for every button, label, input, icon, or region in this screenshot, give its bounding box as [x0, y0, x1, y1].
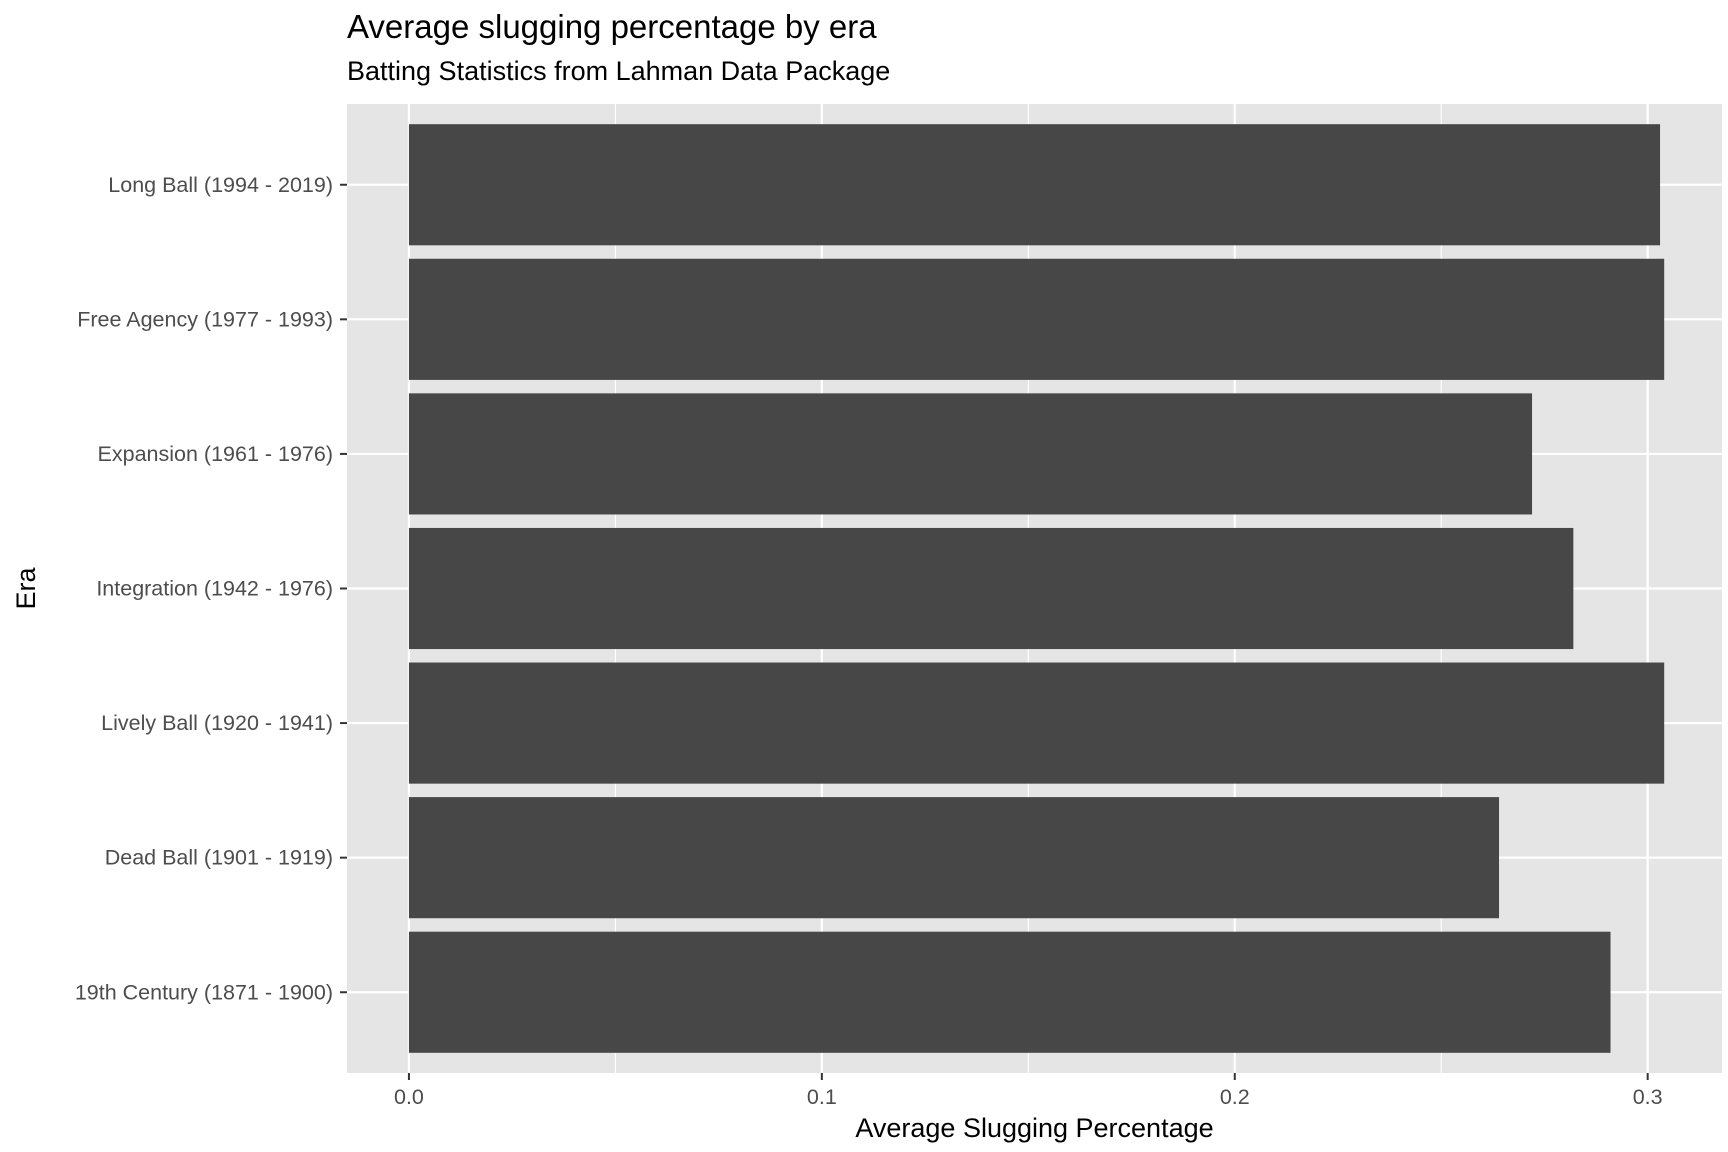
x-tick-label: 0.2	[1220, 1085, 1250, 1109]
y-tick-label: Long Ball (1994 - 2019)	[108, 173, 333, 197]
bar	[408, 931, 1611, 1053]
bar	[408, 393, 1533, 515]
y-tick-label: Integration (1942 - 1976)	[96, 577, 333, 601]
y-tick-label: Dead Ball (1901 - 1919)	[105, 846, 333, 870]
y-tick-label: 19th Century (1871 - 1900)	[75, 980, 333, 1004]
bar	[408, 527, 1574, 650]
x-tick-label: 0.1	[807, 1085, 837, 1109]
chart-subtitle: Batting Statistics from Lahman Data Pack…	[347, 56, 891, 86]
chart-title: Average slugging percentage by era	[347, 8, 877, 45]
bar	[408, 662, 1665, 784]
y-tick-label: Lively Ball (1920 - 1941)	[101, 711, 333, 735]
y-tick-label: Free Agency (1977 - 1993)	[77, 307, 333, 331]
y-axis-title: Era	[11, 567, 41, 610]
bar	[408, 797, 1500, 919]
bar	[408, 258, 1665, 380]
y-tick-label: Expansion (1961 - 1976)	[98, 442, 333, 466]
x-tick-label: 0.0	[394, 1085, 424, 1109]
bar	[408, 124, 1661, 246]
x-tick-label: 0.3	[1633, 1085, 1663, 1109]
x-axis-title: Average Slugging Percentage	[855, 1113, 1213, 1143]
